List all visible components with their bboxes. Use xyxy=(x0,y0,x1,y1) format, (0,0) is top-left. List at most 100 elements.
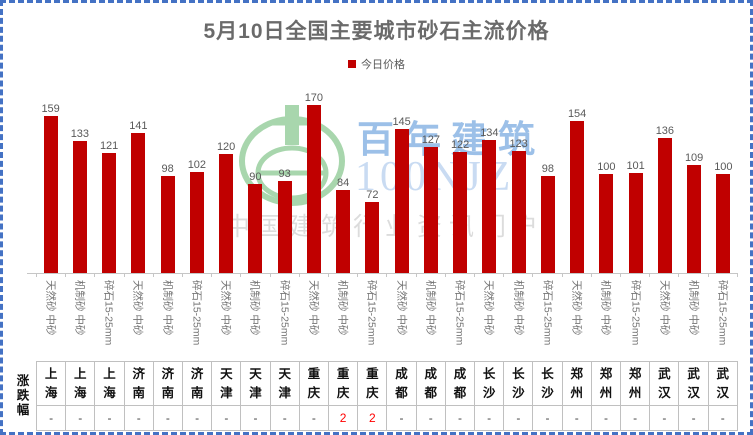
table-city-cell: 武汉 xyxy=(708,362,737,406)
table-city-cell: 郑州 xyxy=(562,362,591,406)
bar-value-label: 170 xyxy=(304,92,324,104)
bar-value-label: 102 xyxy=(187,159,207,171)
axis-category-slot: 碎石15-25mm xyxy=(182,277,211,361)
axis-category-label: 天然砂 中砂 xyxy=(44,280,57,336)
tick-mark xyxy=(678,273,707,277)
bar-value-label: 122 xyxy=(450,139,470,151)
table-change-cell: - xyxy=(311,411,316,425)
city-name: 济南 xyxy=(161,367,175,400)
axis-category-label: 机制砂 中砂 xyxy=(599,280,612,336)
table-column: 郑州 - xyxy=(590,362,621,430)
bar xyxy=(423,147,438,273)
bar-slot: 159 xyxy=(36,3,65,273)
bar xyxy=(306,105,321,273)
bar-value-label: 93 xyxy=(278,168,291,180)
table-city-cell: 长沙 xyxy=(533,362,562,406)
city-name: 济南 xyxy=(132,367,145,400)
table-city-cell: 郑州 xyxy=(591,362,621,406)
tick-mark xyxy=(707,273,738,277)
bar xyxy=(657,138,672,273)
tick-mark xyxy=(620,273,649,277)
city-name: 重庆 xyxy=(336,367,350,400)
bar-value-label: 145 xyxy=(392,116,411,128)
tick-mark xyxy=(328,273,357,277)
tick-mark xyxy=(211,273,240,277)
bar xyxy=(160,176,175,273)
table-column: 郑州 - xyxy=(620,362,650,430)
axis-category-slot: 碎石15-25mm xyxy=(446,277,475,361)
axis-category-label: 天然砂 中砂 xyxy=(307,280,320,336)
bar xyxy=(336,190,351,273)
bar-value-label: 72 xyxy=(366,189,379,201)
bar-value-label: 134 xyxy=(480,127,499,139)
city-name: 上海 xyxy=(74,367,87,400)
table-column: 武汉 - xyxy=(649,362,679,430)
bar xyxy=(131,133,146,273)
city-name: 长沙 xyxy=(541,367,554,400)
bar-slot: 145 xyxy=(387,3,416,273)
axis-category-label: 碎石15-25mm xyxy=(716,280,729,346)
chart-title: 5月10日全国主要城市砂石主流价格 xyxy=(203,20,550,43)
axis-category-label: 机制砂 中砂 xyxy=(687,280,700,336)
city-name: 成都 xyxy=(424,367,437,400)
axis-category-label: 机制砂 中砂 xyxy=(512,280,525,336)
bar-slot: 127 xyxy=(416,3,445,273)
city-name: 武汉 xyxy=(658,367,671,400)
axis-category-label: 碎石15-25mm xyxy=(541,280,554,346)
axis-category-slot: 机制砂 中砂 xyxy=(592,277,621,361)
table-column: 济南 - xyxy=(152,362,183,430)
table-column: 重庆 2 xyxy=(357,362,387,430)
tick-mark xyxy=(36,273,65,277)
bar-value-label: 154 xyxy=(567,108,587,120)
legend-swatch-icon xyxy=(348,60,356,68)
table-change-cell: - xyxy=(487,411,492,425)
bar-slot: 98 xyxy=(533,3,562,273)
table-city-cell: 武汉 xyxy=(650,362,679,406)
bar xyxy=(687,165,702,273)
bar-value-label: 123 xyxy=(509,138,528,150)
bar-slot: 141 xyxy=(124,3,153,273)
axis-category-slot: 机制砂 中砂 xyxy=(680,277,709,361)
bar xyxy=(365,202,380,273)
table-column: 长沙 - xyxy=(532,362,562,430)
bar-value-label: 120 xyxy=(216,141,236,153)
bar xyxy=(540,176,555,273)
bar xyxy=(453,152,468,273)
bar-slot: 90 xyxy=(241,3,270,273)
axis-category-slot: 天然砂 中砂 xyxy=(563,277,592,361)
bar xyxy=(482,140,497,273)
axis-category-slot: 碎石15-25mm xyxy=(358,277,387,361)
bar xyxy=(277,181,292,273)
tick-mark xyxy=(94,273,123,277)
bar xyxy=(599,174,614,273)
table-city-cell: 重庆 xyxy=(299,362,329,406)
city-name: 成都 xyxy=(395,367,408,400)
table-city-cell: 济南 xyxy=(124,362,153,406)
bar-value-label: 136 xyxy=(655,125,675,137)
tick-mark xyxy=(415,273,445,277)
axis-category-label: 天然砂 中砂 xyxy=(658,280,671,336)
axis-category-slot: 碎石15-25mm xyxy=(709,277,738,361)
table-change-cell: - xyxy=(662,411,667,425)
axis-category-slot: 天然砂 中砂 xyxy=(299,277,328,361)
city-name: 上海 xyxy=(44,367,58,400)
bar-slot: 101 xyxy=(621,3,650,273)
bar xyxy=(189,172,204,273)
table-city-cell: 天津 xyxy=(241,362,270,406)
bar-value-label: 98 xyxy=(541,163,554,175)
bar-value-label: 127 xyxy=(421,134,441,146)
bar xyxy=(72,141,87,273)
bar-slot: 170 xyxy=(299,3,328,273)
bar-slot: 122 xyxy=(446,3,475,273)
axis-category-label: 机制砂 中砂 xyxy=(161,280,174,336)
table-change-cell: - xyxy=(136,411,141,425)
tick-mark xyxy=(474,273,503,277)
axis-category-slot: 机制砂 中砂 xyxy=(329,277,358,361)
axis-category-label: 碎石15-25mm xyxy=(629,280,642,346)
bar-value-label: 141 xyxy=(129,120,148,132)
table-column: 重庆 2 xyxy=(328,362,358,430)
table-city-cell: 长沙 xyxy=(504,362,533,406)
city-name: 天津 xyxy=(278,367,291,400)
city-name: 长沙 xyxy=(482,367,496,400)
table-column: 上海 - xyxy=(65,362,95,430)
